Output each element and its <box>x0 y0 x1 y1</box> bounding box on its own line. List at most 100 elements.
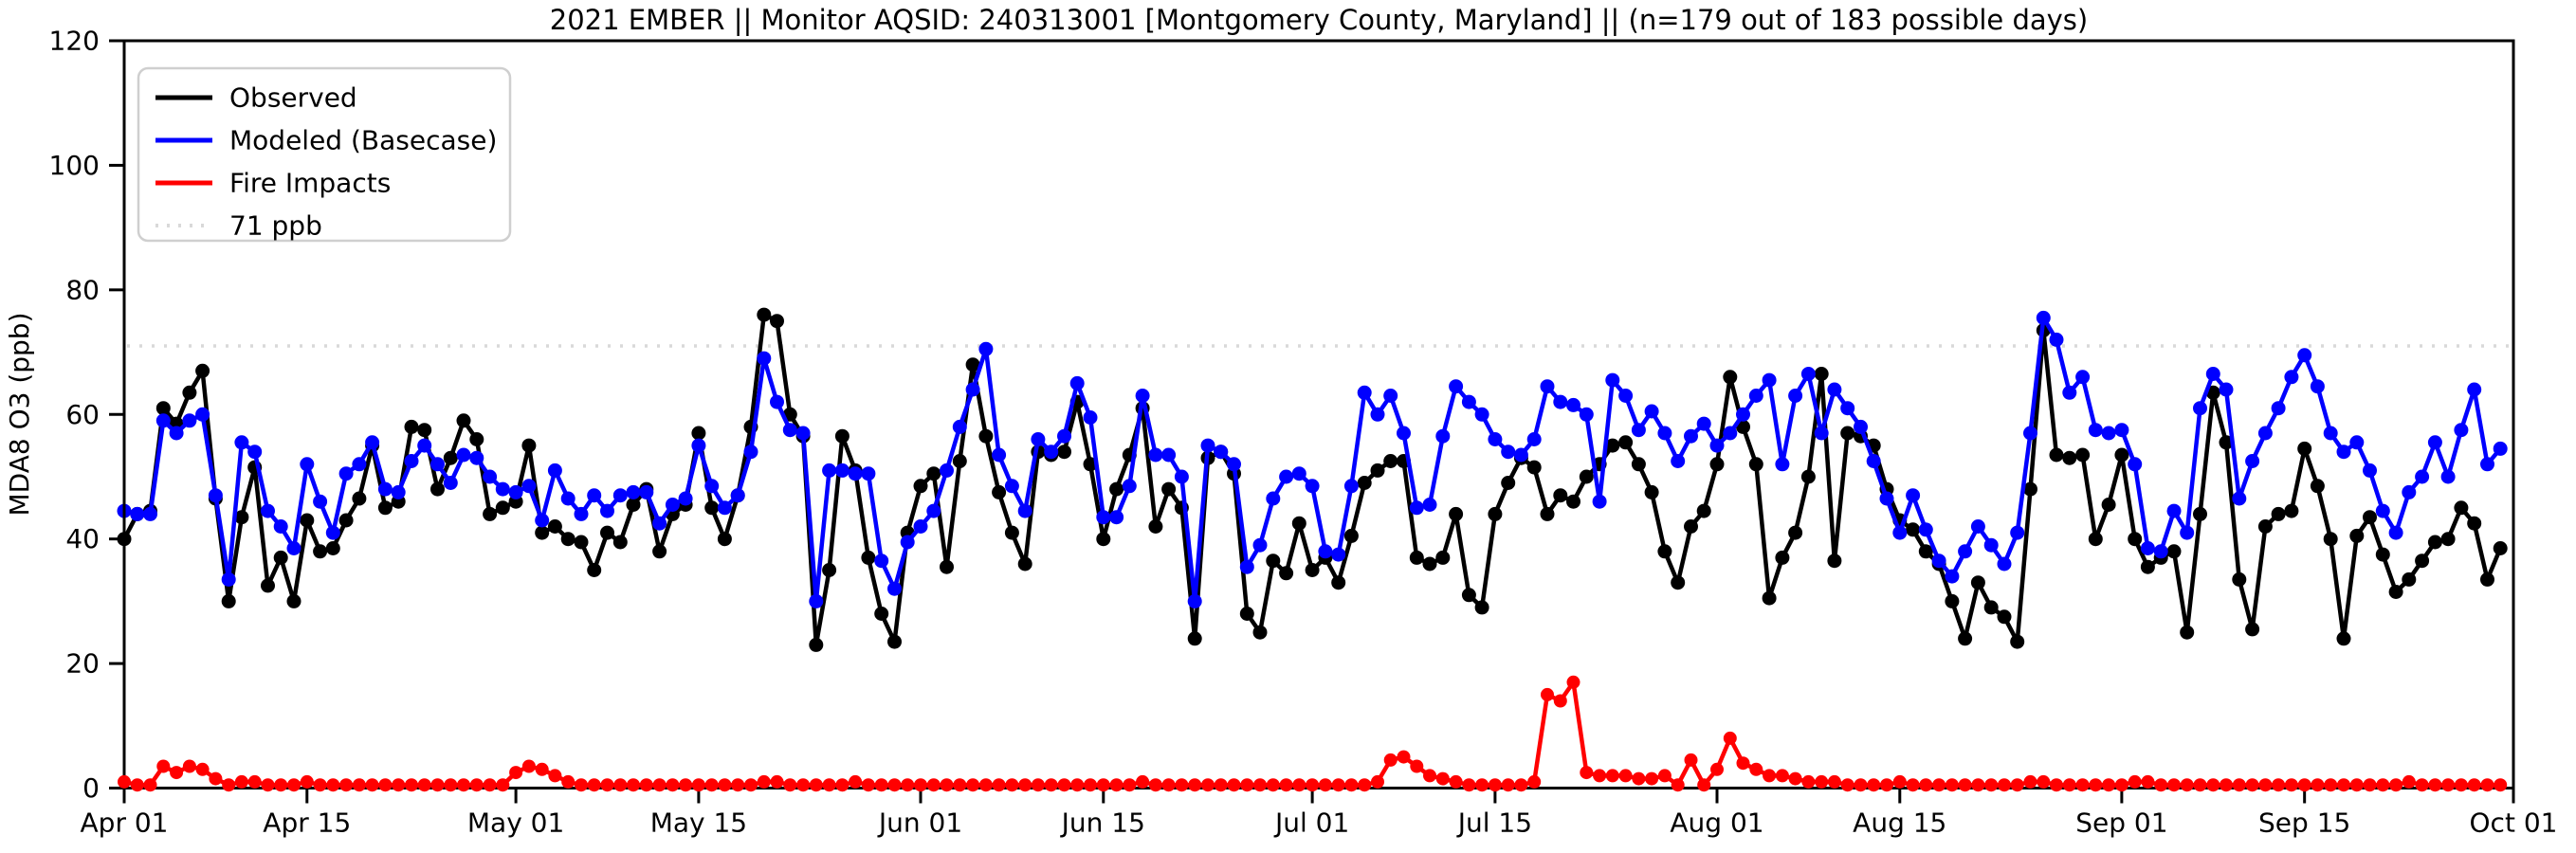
data-point <box>325 541 340 555</box>
data-point <box>2010 634 2025 649</box>
data-point <box>1344 778 1359 792</box>
data-point <box>1449 379 1464 394</box>
data-point <box>1253 778 1267 792</box>
data-point <box>495 481 510 497</box>
data-point <box>1867 778 1881 792</box>
data-point <box>704 778 719 792</box>
data-point <box>143 778 157 792</box>
data-point <box>2480 457 2494 472</box>
data-point <box>2036 310 2051 325</box>
data-point <box>2193 401 2207 416</box>
data-point <box>1709 457 1725 472</box>
data-point <box>535 525 550 540</box>
data-point <box>2402 572 2417 587</box>
data-point <box>587 563 602 577</box>
data-point <box>1331 575 1346 590</box>
data-point <box>273 519 288 534</box>
data-point <box>1017 556 1032 572</box>
legend: Observed Modeled (Basecase) Fire Impacts… <box>137 66 512 243</box>
data-point <box>861 778 875 792</box>
data-point <box>2402 484 2417 499</box>
data-point <box>704 500 720 516</box>
data-point <box>2180 525 2195 540</box>
data-point <box>1057 428 1071 444</box>
data-point <box>261 778 275 792</box>
data-point <box>1736 756 1750 771</box>
data-point <box>1096 778 1110 792</box>
data-point <box>378 778 393 792</box>
data-point <box>286 541 301 555</box>
data-point <box>1958 631 1973 646</box>
data-point <box>978 778 993 792</box>
data-point <box>952 454 967 468</box>
data-point <box>770 314 784 329</box>
data-point <box>1410 759 1424 773</box>
data-point <box>155 413 171 428</box>
data-point <box>547 463 562 478</box>
data-point <box>1096 532 1111 547</box>
data-point <box>691 778 705 792</box>
data-point <box>587 778 601 792</box>
data-point <box>1631 457 1646 472</box>
data-point <box>2075 370 2091 385</box>
legend-box <box>137 66 512 243</box>
data-point <box>1383 753 1398 767</box>
data-point <box>2089 778 2103 792</box>
data-point <box>730 488 745 503</box>
data-point <box>1775 457 1790 472</box>
data-point <box>1279 778 1293 792</box>
data-point <box>1175 778 1189 792</box>
data-point <box>1435 428 1451 444</box>
data-point <box>849 774 863 789</box>
data-point <box>1461 394 1476 409</box>
data-point <box>300 457 315 472</box>
data-point <box>222 778 236 792</box>
data-point <box>861 466 876 481</box>
data-point <box>940 463 954 478</box>
data-point <box>900 535 915 550</box>
data-point <box>1997 556 2012 572</box>
data-point <box>1514 778 1528 792</box>
data-point <box>665 498 680 512</box>
data-point <box>2180 625 2195 640</box>
data-point <box>1814 367 1829 381</box>
data-point <box>2494 778 2508 792</box>
data-point <box>1553 394 1568 409</box>
data-point <box>2284 503 2299 518</box>
data-point <box>1252 537 1268 553</box>
data-point <box>770 394 784 409</box>
x-tick-label: Sep 15 <box>2258 808 2350 839</box>
data-point <box>1918 544 1933 559</box>
x-tick-label: Sep 01 <box>2075 808 2167 839</box>
x-tick-label: Apr 01 <box>81 808 169 839</box>
data-point <box>1397 426 1411 441</box>
data-point <box>1306 778 1320 792</box>
data-point <box>861 550 876 565</box>
data-point <box>1984 778 1999 792</box>
data-point <box>940 559 954 574</box>
data-point <box>2166 503 2182 518</box>
data-point <box>639 484 654 499</box>
data-point <box>835 778 850 792</box>
data-point <box>247 445 263 460</box>
data-point <box>1161 481 1177 497</box>
data-point <box>261 578 275 593</box>
data-point <box>1657 426 1672 441</box>
data-point <box>1069 375 1085 390</box>
data-point <box>1135 389 1150 403</box>
data-point <box>1527 774 1542 789</box>
data-point <box>1109 510 1124 525</box>
data-point <box>2062 450 2077 465</box>
data-point <box>1736 407 1750 422</box>
data-point <box>1449 774 1463 789</box>
data-point <box>613 778 628 792</box>
data-point <box>600 778 614 792</box>
data-point <box>547 519 562 534</box>
data-point <box>2454 500 2469 516</box>
data-point <box>274 778 288 792</box>
data-point <box>495 500 510 516</box>
data-point <box>2402 774 2416 789</box>
data-point <box>2075 778 2090 792</box>
data-point <box>1501 445 1516 460</box>
data-point <box>1605 438 1620 453</box>
